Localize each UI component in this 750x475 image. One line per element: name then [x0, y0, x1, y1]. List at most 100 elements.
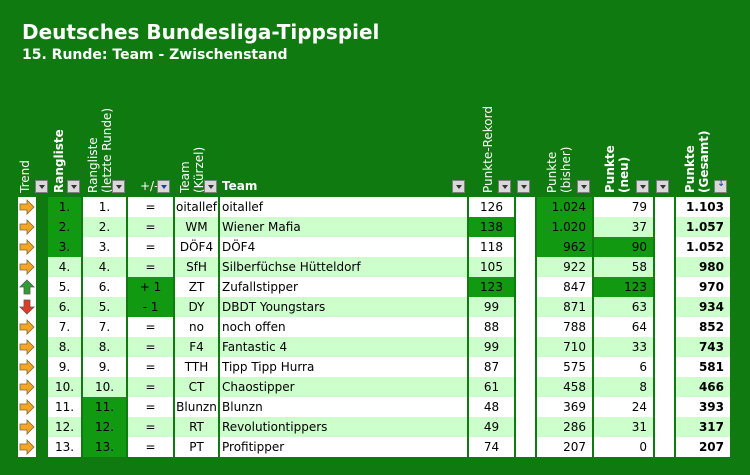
rangliste-filter-dropdown[interactable] — [67, 180, 80, 193]
record-cell: 138 — [469, 217, 514, 237]
abbr-cell: SfH — [175, 257, 218, 277]
neu-cell: 63 — [594, 297, 653, 317]
abbr-cell: Blunzn — [175, 397, 218, 417]
team-cell: Tipp Tipp Hurra — [220, 357, 467, 377]
diff-cell: = — [128, 377, 173, 397]
neu-cell: 123 — [594, 277, 653, 297]
rank-cell: 4. — [48, 257, 81, 277]
abbr-cell: ZT — [175, 277, 218, 297]
punkte-bisher-filter-dropdown[interactable] — [577, 180, 590, 193]
rank-cell: 12. — [48, 417, 81, 437]
record-cell: 126 — [469, 197, 514, 217]
spacer-cell — [516, 257, 535, 277]
team-cell: Fantastic 4 — [220, 337, 467, 357]
record-cell: 123 — [469, 277, 514, 297]
rank-cell: 2. — [48, 217, 81, 237]
gesamt-cell: 393 — [676, 397, 730, 417]
last-rank-cell: 1. — [83, 197, 126, 217]
arrow-up-icon — [18, 277, 36, 297]
arrow-right-icon — [18, 397, 36, 417]
team-cell: Revolutiontippers — [220, 417, 467, 437]
punkte-gesamt-sort-dropdown[interactable] — [714, 178, 727, 193]
last-rank-cell: 2. — [83, 217, 126, 237]
rangliste-letzte-filter-dropdown[interactable] — [112, 180, 125, 193]
bisher-cell: 1.020 — [537, 217, 592, 237]
rank-cell: 7. — [48, 317, 81, 337]
punkte-rekord-filter-dropdown[interactable] — [498, 180, 511, 193]
spacer-cell — [516, 277, 535, 297]
diff-cell: = — [128, 417, 173, 437]
rank-cell: 13. — [48, 437, 81, 457]
gesamt-cell: 317 — [676, 417, 730, 437]
gesamt-cell: 1.057 — [676, 217, 730, 237]
plus-minus-filter-dropdown[interactable] — [157, 180, 170, 193]
bisher-cell: 710 — [537, 337, 592, 357]
arrow-right-icon — [18, 377, 36, 397]
spacer-cell — [655, 437, 674, 457]
record-cell: 105 — [469, 257, 514, 277]
record-cell: 99 — [469, 297, 514, 317]
last-rank-cell: 10. — [83, 377, 126, 397]
record-cell: 74 — [469, 437, 514, 457]
team-cell: Zufallstipper — [220, 277, 467, 297]
diff-cell: = — [128, 357, 173, 377]
last-rank-cell: 6. — [83, 277, 126, 297]
diff-cell: = — [128, 237, 173, 257]
arrow-right-icon — [18, 197, 36, 217]
spacer-cell — [516, 197, 535, 217]
bisher-cell: 871 — [537, 297, 592, 317]
team-cell: Blunzn — [220, 397, 467, 417]
page-subtitle: 15. Runde: Team - Zwischenstand — [22, 47, 288, 63]
rank-cell: 6. — [48, 297, 81, 317]
header-punkte-gesamt: Punkte (Gesamt) — [683, 130, 711, 193]
rank-cell: 5. — [48, 277, 81, 297]
page-title: Deutsches Bundesliga-Tippspiel — [22, 20, 380, 44]
gesamt-cell: 466 — [676, 377, 730, 397]
team-cell: noch offen — [220, 317, 467, 337]
neu-cell: 6 — [594, 357, 653, 377]
last-rank-cell: 5. — [83, 297, 126, 317]
arrow-right-icon — [18, 357, 36, 377]
spacer-cell — [516, 397, 535, 417]
spacer-cell — [516, 417, 535, 437]
team-kuerzel-filter-dropdown[interactable] — [204, 180, 217, 193]
spacer-cell — [655, 237, 674, 257]
gesamt-cell: 207 — [676, 437, 730, 457]
neu-cell: 37 — [594, 217, 653, 237]
team-filter-dropdown[interactable] — [452, 180, 465, 193]
diff-cell: = — [128, 217, 173, 237]
last-rank-cell: 8. — [83, 337, 126, 357]
abbr-cell: DÖF4 — [175, 237, 218, 257]
abbr-cell: RT — [175, 417, 218, 437]
abbr-cell: PT — [175, 437, 218, 457]
neu-cell: 33 — [594, 337, 653, 357]
spacer-cell — [516, 437, 535, 457]
header-punkte-rekord: Punkte-Rekord — [481, 106, 495, 193]
gesamt-cell: 1.103 — [676, 197, 730, 217]
last-rank-cell: 3. — [83, 237, 126, 257]
spacer2-filter-dropdown[interactable] — [656, 180, 669, 193]
record-cell: 49 — [469, 417, 514, 437]
last-rank-cell: 7. — [83, 317, 126, 337]
neu-cell: 58 — [594, 257, 653, 277]
record-cell: 88 — [469, 317, 514, 337]
last-rank-cell: 9. — [83, 357, 126, 377]
spacer-cell — [655, 417, 674, 437]
header-team-kuerzel: Team (Kürzel) — [178, 146, 206, 193]
bisher-cell: 847 — [537, 277, 592, 297]
trend-filter-dropdown[interactable] — [35, 180, 48, 193]
last-rank-cell: 12. — [83, 417, 126, 437]
spacer-filter-dropdown[interactable] — [517, 180, 530, 193]
punkte-neu-filter-dropdown[interactable] — [636, 180, 649, 193]
abbr-cell: oitallef — [175, 197, 218, 217]
team-cell: Silberfüchse Hütteldorf — [220, 257, 467, 277]
arrow-right-icon — [18, 337, 36, 357]
arrow-right-icon — [18, 237, 36, 257]
header-plus-minus: +/- — [140, 179, 159, 193]
diff-cell: = — [128, 257, 173, 277]
spacer-cell — [655, 297, 674, 317]
spacer-cell — [516, 357, 535, 377]
team-cell: DÖF4 — [220, 237, 467, 257]
team-cell: Chaostipper — [220, 377, 467, 397]
team-cell: Wiener Mafia — [220, 217, 467, 237]
